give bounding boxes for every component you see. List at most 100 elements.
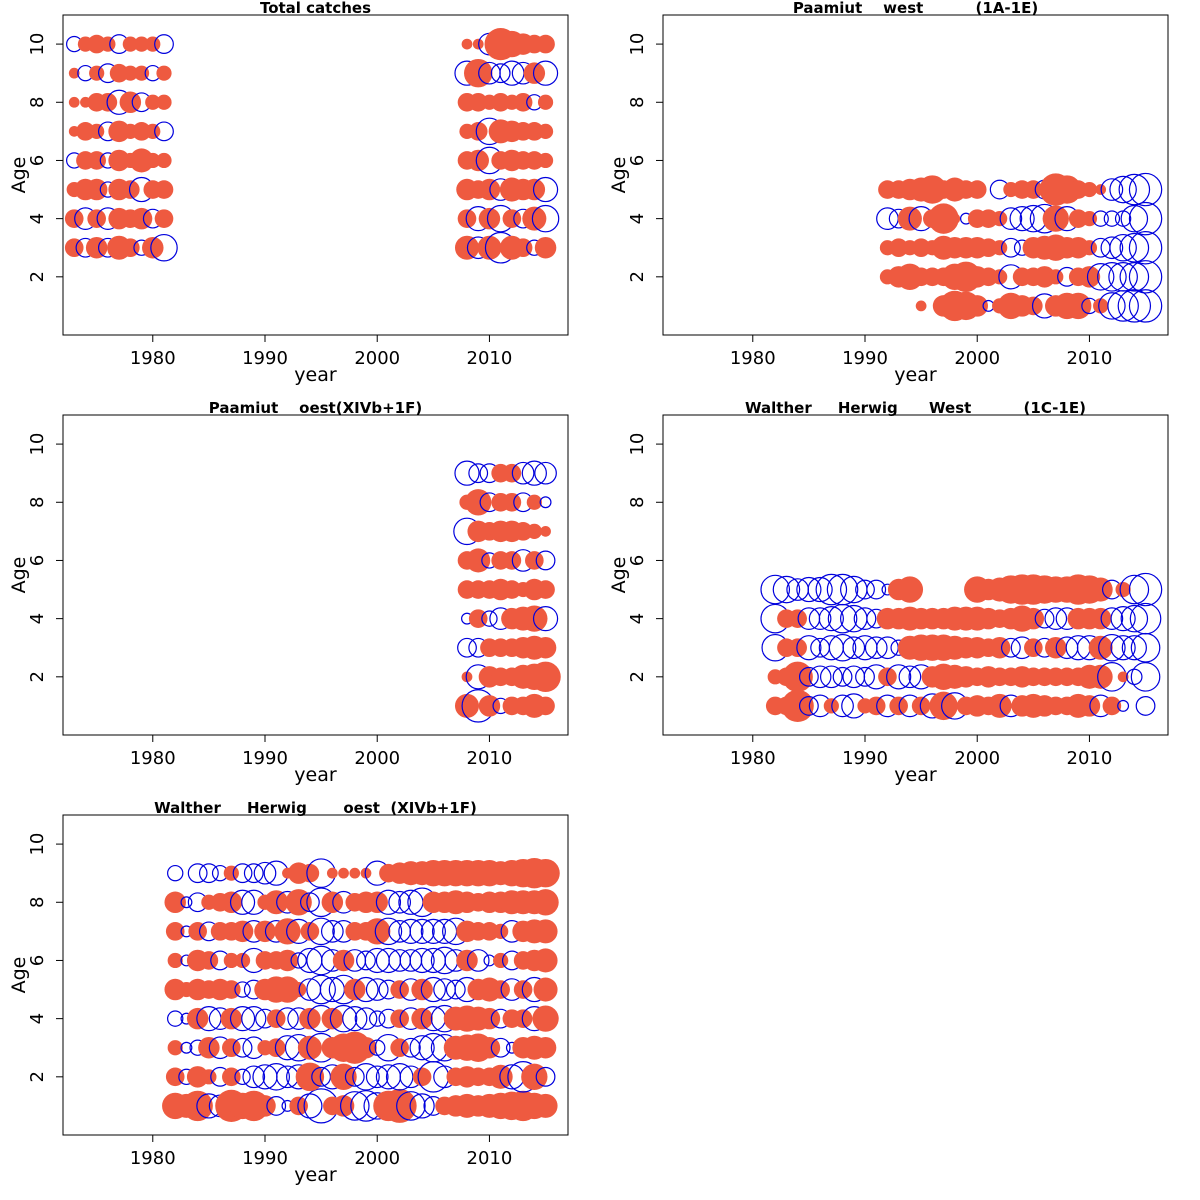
bubble-negative	[531, 204, 560, 233]
bubble-negative	[364, 947, 390, 974]
bubble-positive	[64, 238, 84, 258]
bubble-positive	[108, 149, 130, 172]
bubble-positive	[186, 1007, 209, 1030]
bubble-negative	[365, 978, 389, 1001]
bubble-positive	[480, 922, 499, 941]
bubble-negative	[253, 861, 277, 885]
bubble-positive	[156, 65, 172, 81]
bubble-positive	[1048, 269, 1064, 285]
bubble-negative	[198, 863, 219, 884]
bubble-negative	[819, 665, 843, 689]
panel-title: Walther Herwig West (1C-1E)	[745, 399, 1086, 417]
bubble-positive	[299, 1007, 321, 1030]
y-tick-label: 2	[27, 671, 48, 682]
bubble-positive	[142, 236, 164, 259]
bubble-negative	[772, 575, 801, 604]
bubble-positive	[477, 235, 502, 260]
bubble-positive	[68, 96, 80, 108]
bubble-negative	[262, 1063, 290, 1091]
bubble-negative	[375, 889, 402, 915]
y-tick-label: 6	[627, 155, 648, 166]
bubble-negative	[409, 918, 435, 944]
bubble-negative	[1097, 261, 1127, 292]
bubble-negative	[532, 606, 559, 632]
bubble-negative	[898, 665, 922, 689]
bubble-negative	[810, 637, 831, 658]
bubble-positive	[1088, 635, 1113, 660]
y-tick-label: 2	[27, 271, 48, 282]
bubble-positive	[390, 1038, 409, 1058]
bubble-negative	[808, 665, 832, 689]
bubble-negative	[1114, 210, 1132, 227]
y-tick-label: 10	[27, 433, 48, 456]
bubble-negative	[539, 496, 552, 509]
bubble-positive	[222, 1038, 241, 1058]
bubble-positive	[523, 178, 546, 201]
bubble-negative	[1100, 236, 1124, 260]
bubble-positive	[513, 1009, 533, 1028]
bubble-positive	[533, 1093, 558, 1118]
y-tick-label: 8	[27, 897, 48, 908]
panel-title: Paamiut west (1A-1E)	[793, 0, 1038, 17]
bubble-negative	[356, 950, 376, 971]
bubble-positive	[220, 891, 243, 914]
bubble-negative	[818, 606, 844, 632]
bubble-negative	[418, 1032, 449, 1063]
bubble-negative	[1120, 604, 1149, 633]
bubble-positive	[274, 976, 301, 1003]
bubble-negative	[807, 576, 833, 603]
bubble-negative	[760, 574, 791, 605]
bubble-positive	[537, 152, 554, 169]
bubble-negative	[167, 1010, 184, 1027]
bubble-positive	[1081, 211, 1098, 227]
bubble-negative	[167, 864, 184, 882]
y-tick-label: 10	[27, 833, 48, 856]
bubble-positive	[493, 952, 509, 969]
bubble-positive	[182, 1090, 213, 1122]
x-tick-label: 1980	[130, 1148, 176, 1169]
x-tick-label: 2000	[354, 748, 400, 769]
bubble-negative	[1117, 289, 1152, 323]
x-tick-label: 2010	[1067, 748, 1113, 769]
plot-frame	[62, 414, 569, 736]
bubble-positive	[366, 891, 388, 914]
bubble-positive	[156, 152, 172, 169]
bubble-positive	[254, 1095, 276, 1117]
bubble-negative	[342, 1006, 368, 1032]
bubble-positive	[1042, 205, 1069, 232]
bubble-positive	[266, 1038, 286, 1058]
plot-frame	[62, 14, 569, 336]
bubble-positive	[992, 240, 1008, 256]
y-tick-label: 8	[627, 497, 648, 508]
bubble-positive	[274, 918, 301, 945]
bubble-negative	[999, 207, 1023, 230]
bubble-negative	[242, 1065, 266, 1089]
bubble-positive	[1024, 180, 1043, 199]
bubble-negative	[818, 635, 844, 661]
bubble-negative	[457, 637, 477, 658]
bubble-positive	[533, 919, 558, 944]
bubble-negative	[180, 896, 193, 909]
bubble-negative	[307, 917, 335, 946]
bubble-positive	[540, 525, 551, 537]
bubble-negative	[1000, 637, 1021, 658]
bubble-negative	[842, 636, 866, 660]
bubble-positive	[525, 551, 544, 570]
bubble-positive	[133, 65, 150, 81]
bubble-positive	[1024, 296, 1043, 316]
bubble-positive	[454, 693, 480, 718]
bubble-negative	[1128, 572, 1163, 607]
bubble-positive	[526, 494, 542, 510]
bubble-negative	[532, 60, 559, 86]
bubble-positive	[108, 120, 130, 143]
y-axis-label: Age	[8, 557, 30, 594]
bubble-negative	[243, 863, 264, 884]
bubble-positive	[1081, 240, 1098, 256]
x-tick-label: 1990	[242, 748, 288, 769]
bubble-positive	[532, 1005, 559, 1032]
bubble-negative	[420, 947, 446, 974]
panel-1: Total catches 1980 1990 2000 2010 2 4 6 8 10 year A…	[8, 0, 569, 386]
bubble-positive	[468, 92, 488, 112]
bubble-negative	[481, 610, 498, 627]
bubble-negative	[1121, 635, 1147, 661]
